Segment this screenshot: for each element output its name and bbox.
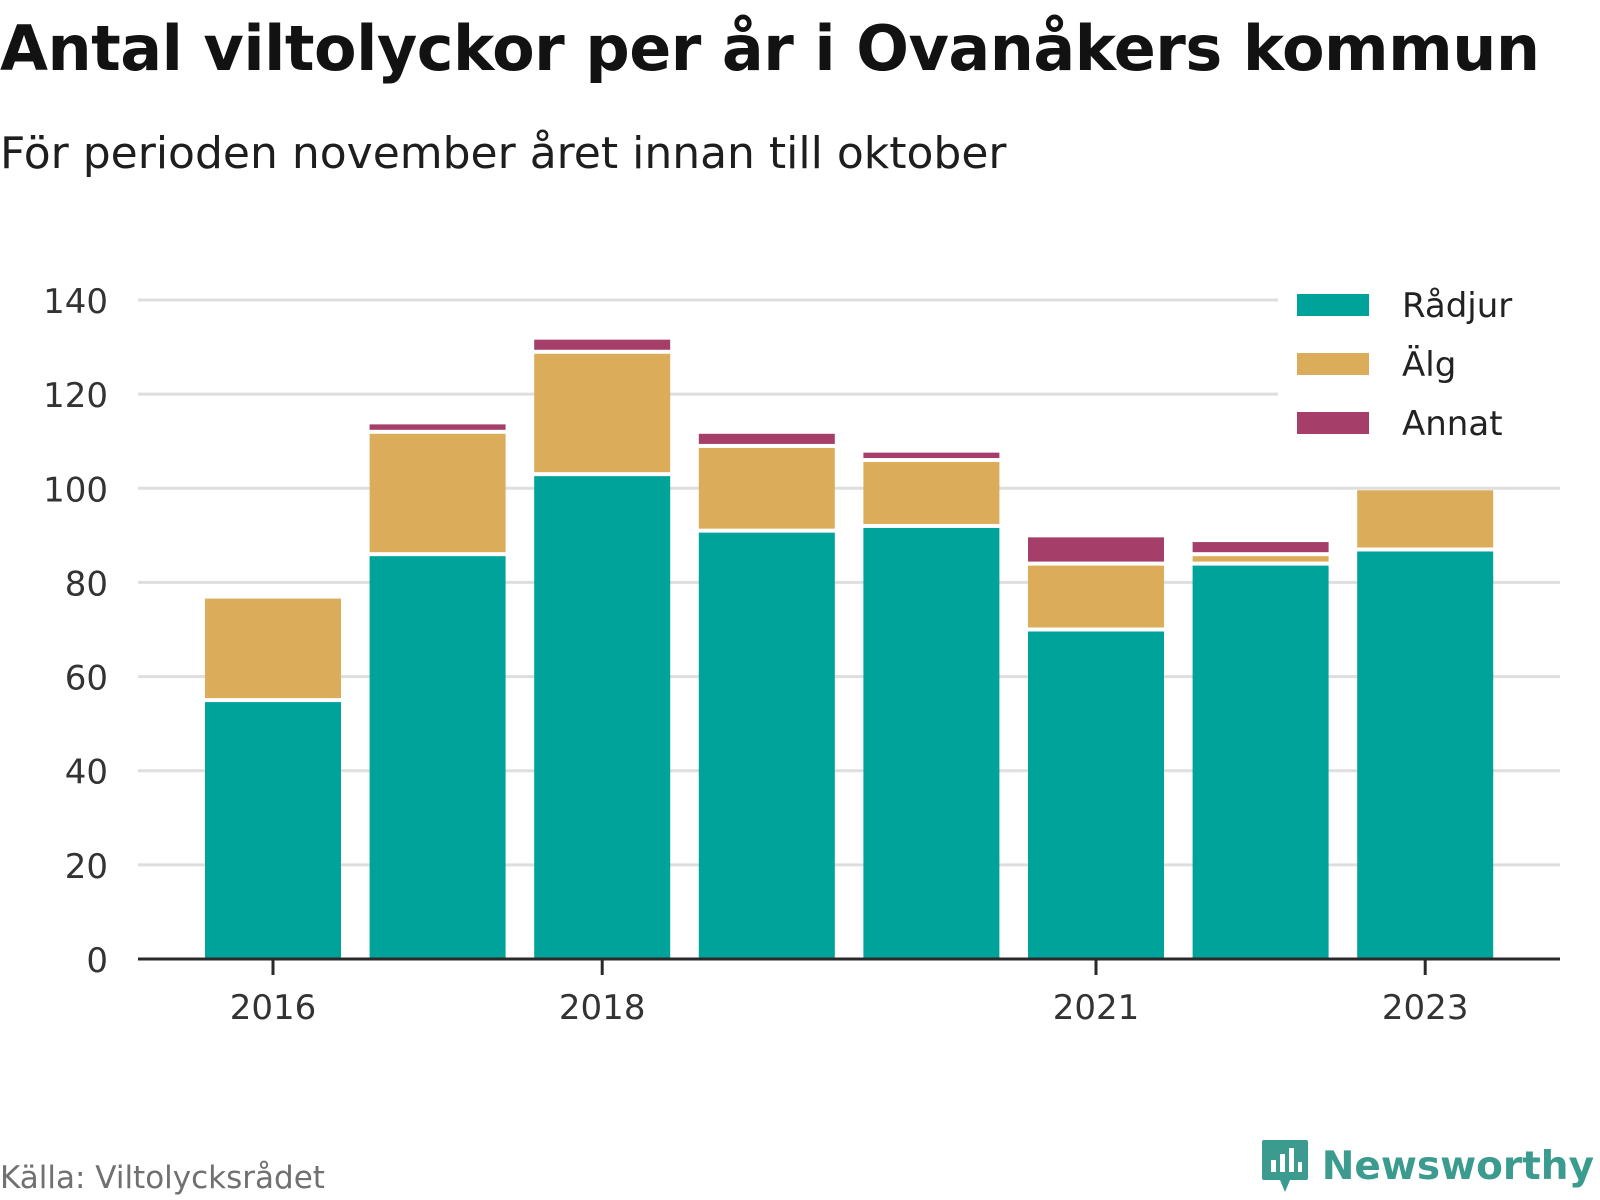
brand-name: Newsworthy <box>1321 1143 1594 1189</box>
chart-title: Antal viltolyckor per år i Ovanåkers kom… <box>0 12 1540 85</box>
bar-segment <box>534 476 671 959</box>
y-tick-label: 100 <box>43 470 108 510</box>
y-tick-label: 60 <box>65 659 108 699</box>
bar-segment <box>534 339 671 350</box>
x-tick-label: 2018 <box>559 988 646 1028</box>
legend-swatch <box>1297 412 1369 434</box>
bar-segment <box>863 527 1000 959</box>
y-axis-ticks: 0 20 40 60 80 100 120 140 <box>43 282 108 981</box>
bar-segment <box>369 424 506 430</box>
y-tick-label: 0 <box>86 941 108 981</box>
bar-segment <box>698 447 835 529</box>
y-tick-label: 80 <box>65 564 108 604</box>
bar-segment <box>1357 551 1494 959</box>
brand-logo: Newsworthy <box>1260 1138 1594 1194</box>
bar-segment <box>863 452 1000 459</box>
y-tick-label: 140 <box>43 282 108 322</box>
bar-segment <box>698 433 835 444</box>
bar-segment <box>1028 631 1164 959</box>
legend: Rådjur Älg Annat <box>1278 284 1560 456</box>
bars <box>205 339 1494 959</box>
newsworthy-logo-icon <box>1261 1140 1308 1192</box>
legend-swatch <box>1297 294 1369 316</box>
bar-segment <box>1192 542 1329 553</box>
x-axis: 2016 2018 2021 2023 <box>138 957 1560 1028</box>
bar-segment <box>369 556 506 959</box>
legend-label: Älg <box>1402 345 1456 385</box>
bar-segment <box>863 462 1000 524</box>
legend-label: Rådjur <box>1402 286 1512 326</box>
y-tick-label: 40 <box>65 753 108 793</box>
y-tick-label: 120 <box>43 376 108 416</box>
bar-segment <box>205 598 341 699</box>
bar-segment <box>1357 490 1494 548</box>
bar-segment <box>534 353 671 473</box>
source-note: Källa: Viltolycksrådet <box>0 1160 325 1196</box>
x-tick-label: 2023 <box>1382 988 1469 1028</box>
bar-segment <box>1028 537 1164 562</box>
x-tick-label: 2016 <box>230 988 317 1028</box>
bar-segment <box>369 433 506 553</box>
bar-segment <box>698 532 835 959</box>
bar-segment <box>1028 565 1164 628</box>
chart-subtitle: För perioden november året innan till ok… <box>0 128 1007 179</box>
legend-swatch <box>1297 353 1369 375</box>
legend-label: Annat <box>1402 404 1503 444</box>
bar-segment <box>1192 565 1329 959</box>
bar-segment <box>1192 556 1329 562</box>
x-tick-label: 2021 <box>1053 988 1140 1028</box>
y-tick-label: 20 <box>65 847 108 887</box>
bar-segment <box>205 702 341 959</box>
